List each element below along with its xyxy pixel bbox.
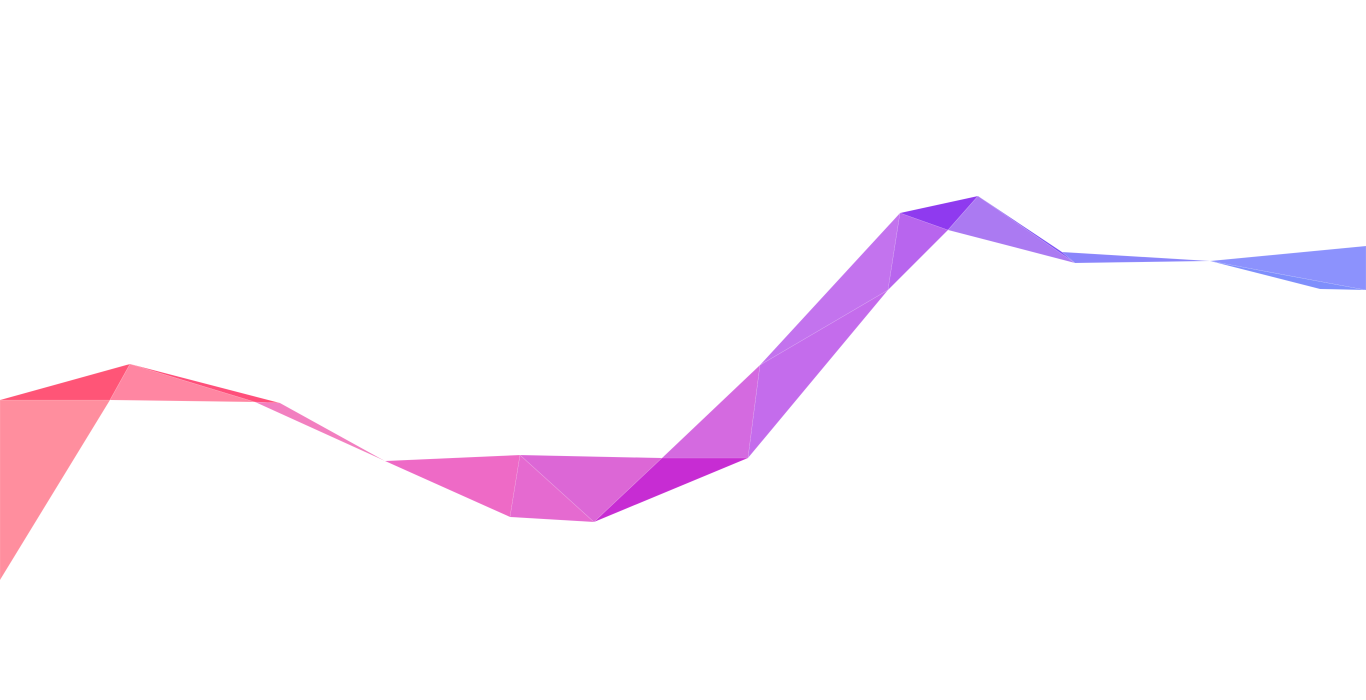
ribbon-facet: [0, 399, 111, 581]
ribbon-facet: [0, 363, 131, 401]
ribbon-facet: [109, 363, 256, 403]
ribbon-facet: [1061, 251, 1211, 264]
ribbon-facets: [0, 195, 1366, 581]
ribbon-facet: [384, 454, 521, 518]
ribbon-facet: [661, 364, 761, 459]
ribbon-facet: [1209, 245, 1366, 291]
ribbon-facet: [254, 401, 386, 462]
